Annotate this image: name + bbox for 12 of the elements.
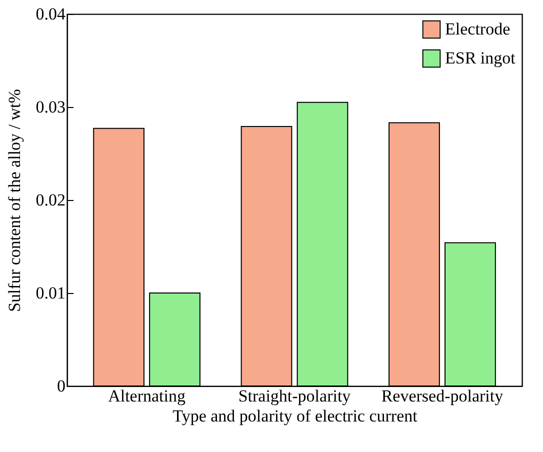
y-tick-label: 0.04 <box>36 4 66 24</box>
x-tick-label: Alternating <box>108 386 186 406</box>
legend-label: ESR ingot <box>445 48 516 68</box>
y-tick-label: 0 <box>57 376 66 396</box>
y-tick-label: 0.01 <box>36 284 66 302</box>
y-tick-label: 0.02 <box>36 190 66 210</box>
legend-label: Electrode <box>445 20 510 38</box>
x-axis-title: Type and polarity of electric current <box>172 406 418 426</box>
y-axis-title: Sulfur content of the alloy / wt% <box>4 89 24 312</box>
y-tick-label: 0.03 <box>36 98 66 116</box>
x-tick-label: Straight-polarity <box>238 386 352 406</box>
x-tick-label: Reversed-polarity <box>381 386 504 406</box>
